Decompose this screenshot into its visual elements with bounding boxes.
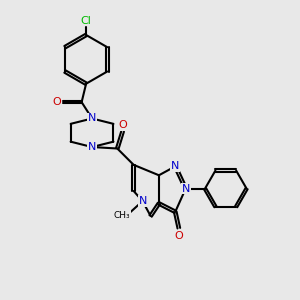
- Text: N: N: [182, 184, 190, 194]
- Text: CH₃: CH₃: [113, 211, 130, 220]
- Text: O: O: [52, 97, 61, 107]
- Text: N: N: [171, 161, 179, 171]
- Text: N: N: [138, 196, 147, 206]
- Text: N: N: [88, 113, 96, 124]
- Text: N: N: [88, 142, 96, 152]
- Text: Cl: Cl: [81, 16, 92, 26]
- Text: O: O: [175, 231, 183, 241]
- Text: O: O: [118, 120, 127, 130]
